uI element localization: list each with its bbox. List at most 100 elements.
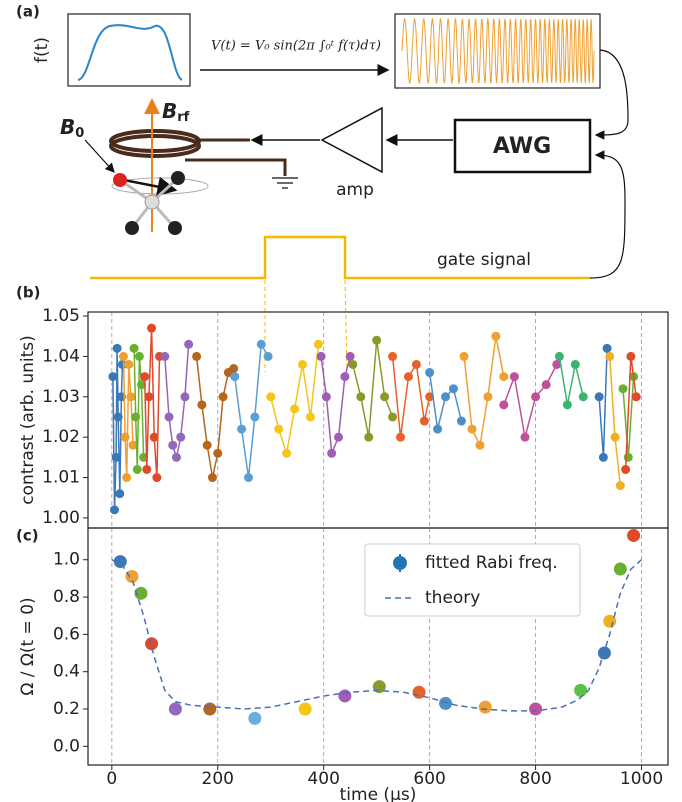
atom bbox=[113, 173, 127, 187]
ft-curve bbox=[77, 24, 183, 81]
series-line bbox=[352, 340, 394, 438]
x-tick-label: 800 bbox=[519, 769, 551, 789]
data-point bbox=[345, 351, 355, 361]
data-point bbox=[152, 473, 162, 483]
y-tick-label: 1.02 bbox=[42, 427, 80, 447]
data-point bbox=[441, 392, 451, 402]
data-point bbox=[509, 372, 519, 382]
data-point bbox=[115, 489, 125, 499]
data-point bbox=[594, 392, 604, 402]
data-point bbox=[340, 372, 350, 382]
data-point bbox=[627, 528, 641, 542]
chirp-signal bbox=[401, 17, 595, 85]
data-point bbox=[263, 351, 273, 361]
data-point bbox=[388, 351, 398, 361]
data-point bbox=[425, 392, 435, 402]
data-point bbox=[113, 412, 123, 422]
x-tick-label: 200 bbox=[202, 769, 234, 789]
series-line bbox=[598, 348, 608, 458]
data-point bbox=[439, 696, 453, 710]
data-point bbox=[610, 432, 620, 442]
data-point bbox=[147, 323, 157, 333]
ft-box bbox=[67, 13, 191, 87]
data-point bbox=[615, 481, 625, 491]
data-point bbox=[396, 432, 406, 442]
series-line bbox=[133, 348, 145, 470]
data-point bbox=[613, 562, 627, 576]
data-point bbox=[348, 359, 358, 369]
b0-symbol: B bbox=[60, 115, 75, 139]
data-point bbox=[136, 380, 146, 390]
brf-subscript: rf bbox=[177, 110, 189, 125]
atom bbox=[171, 171, 185, 185]
signal-box bbox=[394, 13, 601, 89]
data-point bbox=[128, 440, 138, 450]
data-point bbox=[578, 392, 588, 402]
panel-label: (a) bbox=[16, 3, 40, 21]
data-point bbox=[327, 448, 337, 458]
b0-subscript: 0 bbox=[75, 126, 84, 141]
data-point bbox=[456, 416, 466, 426]
data-point bbox=[364, 432, 374, 442]
data-point bbox=[554, 351, 564, 361]
x-tick-label: 0 bbox=[106, 769, 117, 789]
data-point bbox=[125, 570, 139, 584]
data-point bbox=[229, 364, 239, 374]
data-point bbox=[218, 392, 228, 402]
series-line bbox=[558, 356, 585, 406]
data-point bbox=[478, 700, 492, 714]
series-line bbox=[143, 328, 161, 478]
data-point bbox=[243, 473, 253, 483]
data-point bbox=[184, 339, 194, 349]
data-point bbox=[491, 331, 501, 341]
x-tick-label: 1000 bbox=[620, 769, 663, 789]
data-point bbox=[321, 392, 331, 402]
data-point bbox=[171, 452, 181, 462]
data-point bbox=[499, 400, 509, 410]
amplifier bbox=[320, 106, 383, 174]
gate-projection bbox=[264, 279, 348, 373]
data-point bbox=[388, 412, 398, 422]
y-tick-label: 1.05 bbox=[42, 306, 80, 326]
data-point bbox=[144, 392, 154, 402]
data-point bbox=[520, 432, 530, 442]
data-point bbox=[316, 351, 326, 361]
gate-label: gate signal bbox=[437, 250, 531, 270]
series-line bbox=[122, 356, 134, 478]
data-point bbox=[562, 400, 572, 410]
data-point bbox=[202, 440, 212, 450]
x-tick-label: 400 bbox=[307, 769, 339, 789]
data-point bbox=[176, 432, 186, 442]
data-point bbox=[192, 351, 202, 361]
data-point bbox=[631, 392, 641, 402]
data-point bbox=[134, 586, 148, 600]
data-point bbox=[338, 689, 352, 703]
data-point bbox=[570, 359, 580, 369]
data-point bbox=[266, 392, 276, 402]
arrow bbox=[84, 139, 115, 173]
legend-box bbox=[364, 543, 581, 617]
data-point bbox=[126, 392, 136, 402]
atom bbox=[168, 221, 182, 235]
data-point bbox=[298, 359, 308, 369]
amp-label: amp bbox=[336, 180, 374, 200]
data-point bbox=[459, 351, 469, 361]
ground bbox=[272, 177, 298, 189]
data-point bbox=[122, 473, 132, 483]
y-tick-label: 1.04 bbox=[42, 346, 80, 366]
data-point bbox=[168, 702, 182, 716]
plot-frame bbox=[87, 527, 669, 766]
data-point bbox=[380, 392, 390, 402]
connector bbox=[589, 150, 626, 279]
coil bbox=[109, 134, 201, 158]
data-point bbox=[118, 351, 128, 361]
data-point bbox=[120, 432, 130, 442]
legend-marker bbox=[393, 556, 407, 570]
data-point bbox=[305, 412, 315, 422]
ft-label: f(t) bbox=[32, 37, 52, 63]
data-point bbox=[313, 339, 323, 349]
data-point bbox=[160, 351, 170, 361]
data-point bbox=[230, 372, 240, 382]
